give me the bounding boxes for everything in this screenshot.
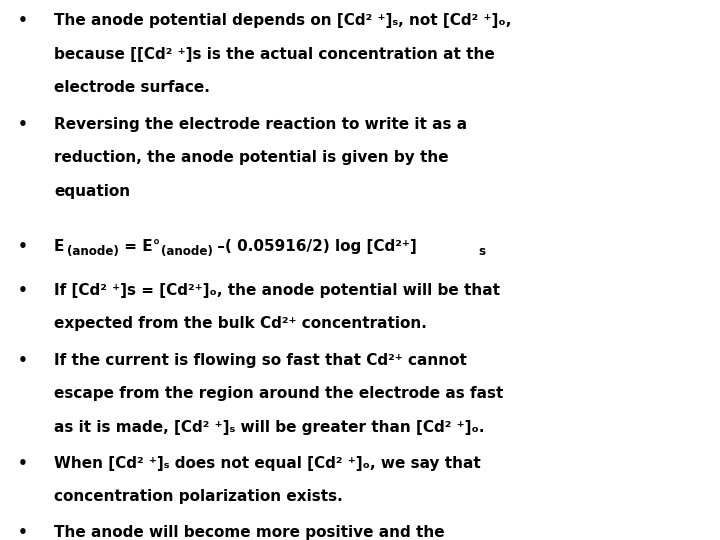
Text: s: s [479, 245, 486, 258]
Text: The anode will become more positive and the: The anode will become more positive and … [54, 525, 445, 540]
Text: (anode): (anode) [161, 245, 212, 258]
Text: •: • [18, 283, 28, 298]
Text: concentration polarization exists.: concentration polarization exists. [54, 489, 343, 504]
Text: •: • [18, 353, 28, 368]
Text: If [Cd² ⁺]s = [Cd²⁺]ₒ, the anode potential will be that: If [Cd² ⁺]s = [Cd²⁺]ₒ, the anode potenti… [54, 283, 500, 298]
Text: reduction, the anode potential is given by the: reduction, the anode potential is given … [54, 150, 449, 165]
Text: because [[Cd² ⁺]s is the actual concentration at the: because [[Cd² ⁺]s is the actual concentr… [54, 47, 495, 62]
Text: E: E [54, 239, 64, 254]
Text: •: • [18, 456, 28, 471]
Text: •: • [18, 239, 28, 254]
Text: escape from the region around the electrode as fast: escape from the region around the electr… [54, 386, 503, 401]
Text: Reversing the electrode reaction to write it as a: Reversing the electrode reaction to writ… [54, 117, 467, 132]
Text: When [Cd² ⁺]ₛ does not equal [Cd² ⁺]ₒ, we say that: When [Cd² ⁺]ₛ does not equal [Cd² ⁺]ₒ, w… [54, 456, 481, 471]
Text: (anode): (anode) [67, 245, 119, 258]
Text: equation: equation [54, 184, 130, 199]
Text: If the current is flowing so fast that Cd²⁺ cannot: If the current is flowing so fast that C… [54, 353, 467, 368]
Text: •: • [18, 117, 28, 132]
Text: as it is made, [Cd² ⁺]ₛ will be greater than [Cd² ⁺]ₒ.: as it is made, [Cd² ⁺]ₛ will be greater … [54, 420, 485, 435]
Text: expected from the bulk Cd²⁺ concentration.: expected from the bulk Cd²⁺ concentratio… [54, 316, 427, 332]
Text: –( 0.05916/2) log [Cd²⁺]: –( 0.05916/2) log [Cd²⁺] [212, 239, 417, 254]
Text: = E°: = E° [119, 239, 160, 254]
Text: •: • [18, 14, 28, 29]
Text: The anode potential depends on [Cd² ⁺]ₛ, not [Cd² ⁺]ₒ,: The anode potential depends on [Cd² ⁺]ₛ,… [54, 14, 511, 29]
Text: electrode surface.: electrode surface. [54, 80, 210, 96]
Text: •: • [18, 525, 28, 540]
